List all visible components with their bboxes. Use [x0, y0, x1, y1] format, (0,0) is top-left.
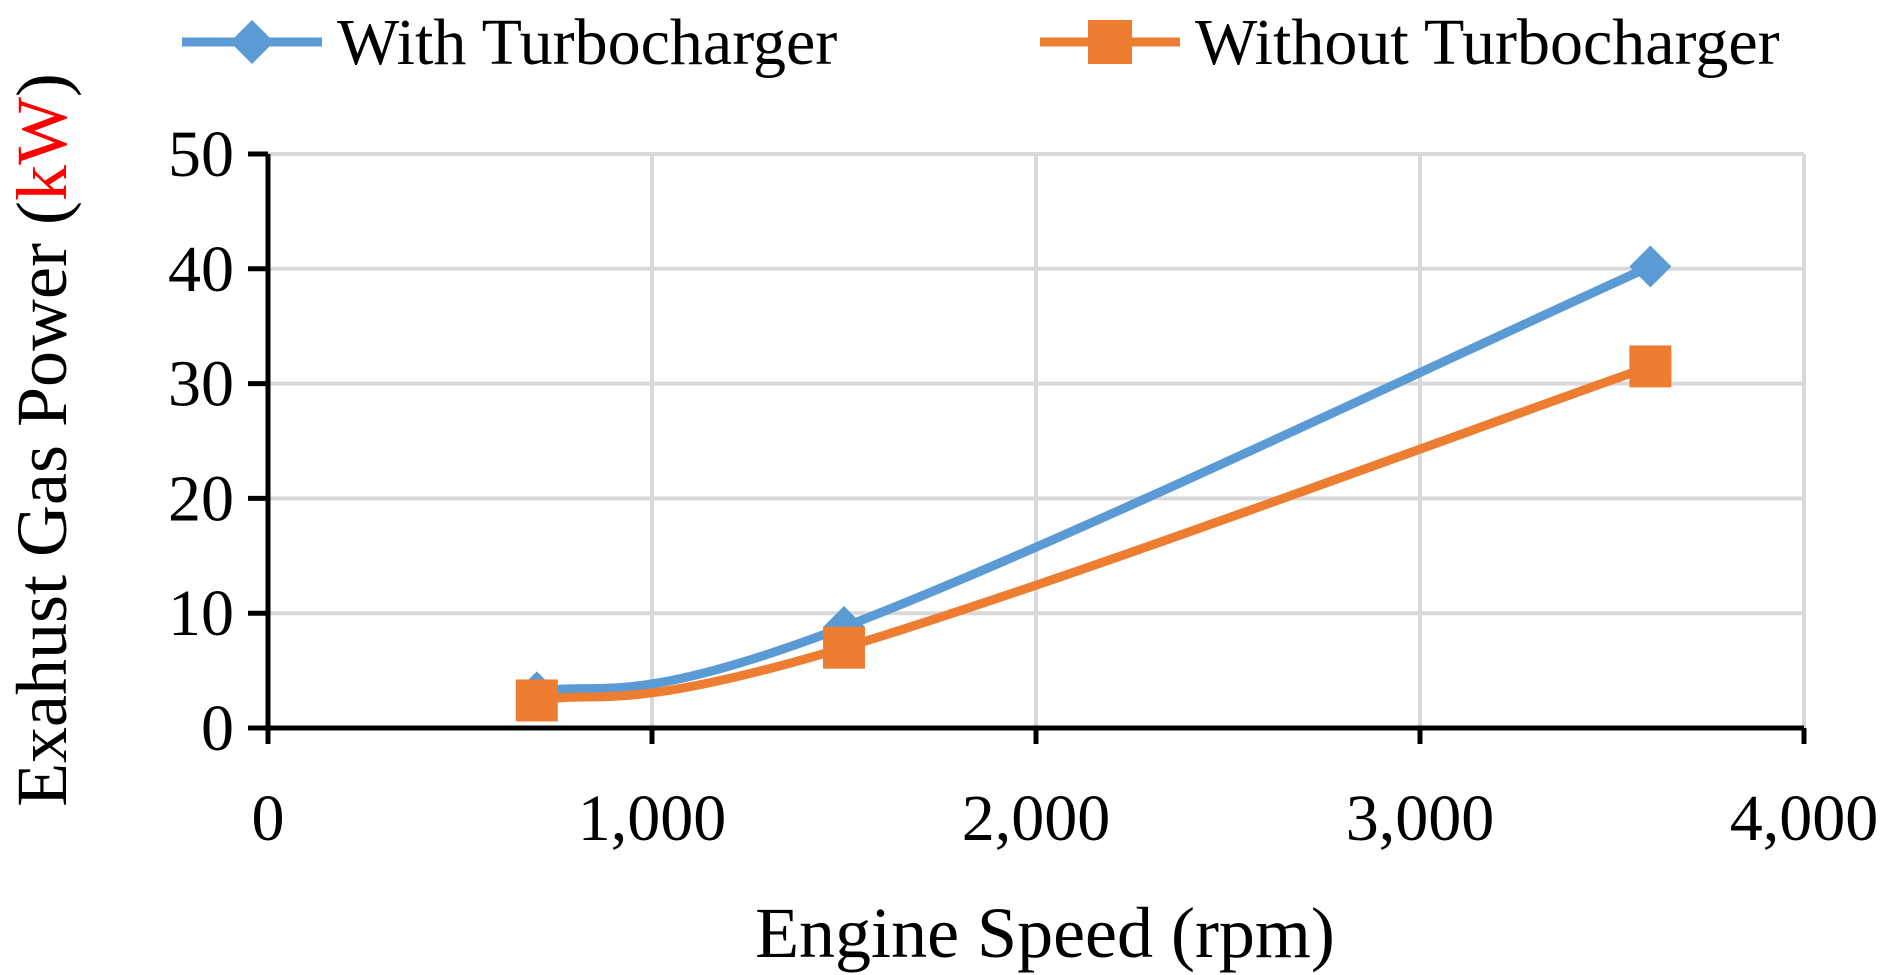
- y-tick-label: 20: [168, 462, 234, 535]
- data-point: [1629, 345, 1672, 388]
- legend-label: With Turbocharger: [337, 6, 837, 79]
- y-axis-title-part: ): [2, 73, 82, 97]
- data-point: [515, 679, 558, 722]
- x-tick-label: 2,000: [962, 782, 1111, 855]
- gridlines: [268, 152, 1806, 728]
- legend-label: Without Turbocharger: [1195, 6, 1780, 79]
- y-tick-label: 50: [168, 118, 234, 191]
- y-tick-label: 0: [201, 692, 234, 765]
- x-tick-label: 0: [252, 782, 285, 855]
- tick-labels: 0 10 20 30 40 50 0 1,000 2,000 3,000 4,000: [168, 118, 1878, 855]
- axes: [248, 151, 1807, 744]
- y-axis-title-part: kW: [2, 97, 82, 201]
- legend: With Turbocharger Without Turbocharger: [182, 6, 1780, 79]
- series-without-turbocharger: [515, 345, 1672, 722]
- x-tick-label: 1,000: [578, 782, 727, 855]
- y-axis-title-part: Exahust Gas Power (: [2, 201, 82, 807]
- x-axis-title: Engine Speed (rpm): [755, 893, 1335, 973]
- legend-marker: [230, 20, 274, 64]
- x-tick-label: 3,000: [1346, 782, 1495, 855]
- series-layer: [515, 245, 1672, 722]
- legend-item: With Turbocharger: [182, 6, 837, 79]
- y-tick-label: 40: [168, 233, 234, 306]
- y-axis-title: Exahust Gas Power (kW): [2, 73, 82, 807]
- data-point: [823, 626, 865, 669]
- y-tick-label: 30: [168, 348, 234, 421]
- legend-marker: [1088, 20, 1132, 64]
- series-line: [535, 262, 1653, 697]
- data-point: [1629, 245, 1672, 288]
- y-tick-label: 10: [168, 577, 234, 650]
- x-tick-label: 4,000: [1730, 782, 1879, 855]
- legend-item: Without Turbocharger: [1040, 6, 1780, 79]
- series-with-turbocharger: [515, 245, 1672, 714]
- series-line: [536, 362, 1652, 705]
